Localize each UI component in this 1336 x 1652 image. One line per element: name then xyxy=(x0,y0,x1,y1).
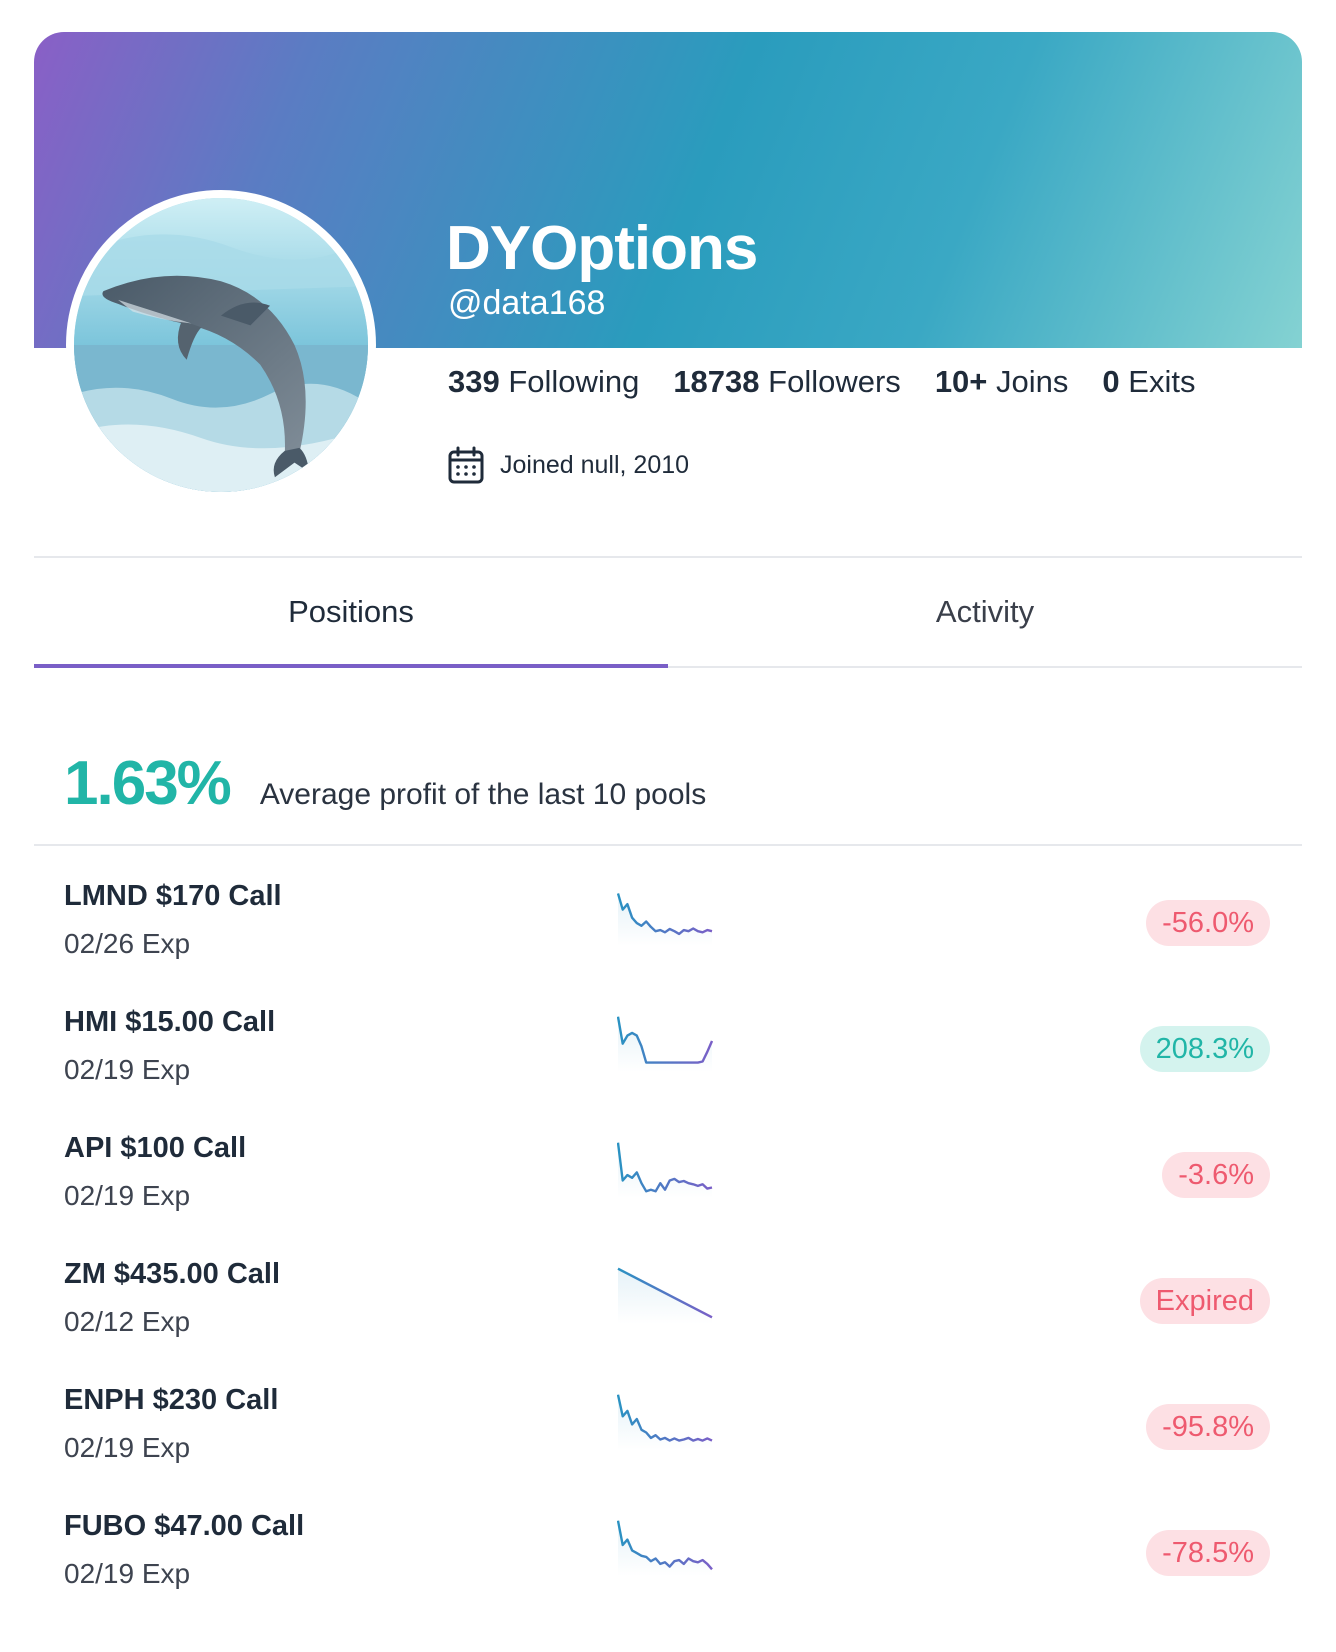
joins-count: 10+ xyxy=(934,364,988,399)
position-row[interactable]: ENPH $230 Call 02/19 Exp -95.8% xyxy=(34,1354,1302,1480)
position-result-badge: Expired xyxy=(1139,1278,1270,1324)
joins-label: Joins xyxy=(996,364,1069,399)
sparkline-area xyxy=(618,1520,712,1576)
position-result-badge: 208.3% xyxy=(1139,1026,1270,1072)
joins-stat[interactable]: 10+ Joins xyxy=(935,364,1069,400)
sparkline-area xyxy=(618,1016,712,1072)
dolphin-avatar-icon xyxy=(74,198,368,492)
position-expiry: 02/19 Exp xyxy=(64,1180,191,1211)
sparkline-area xyxy=(618,893,712,946)
following-count: 339 xyxy=(448,364,500,399)
position-sparkline xyxy=(617,893,713,946)
profile-stats: 339 Following 18738 Followers 10+ Joins … xyxy=(448,364,1195,400)
sparkline-line xyxy=(617,1016,713,1064)
position-expiry: 02/19 Exp xyxy=(64,1054,191,1085)
position-row[interactable]: FUBO $47.00 Call 02/19 Exp -78.5% xyxy=(34,1480,1302,1606)
following-label: Following xyxy=(508,364,640,399)
position-sparkline xyxy=(617,1267,713,1324)
display-name: DYOptions xyxy=(446,214,758,283)
position-title: LMND $170 Call xyxy=(64,880,282,912)
position-row[interactable]: ZM $435.00 Call 02/12 Exp Expired xyxy=(34,1228,1302,1354)
avatar[interactable] xyxy=(66,190,376,500)
position-title: ZM $435.00 Call xyxy=(64,1258,280,1290)
divider xyxy=(34,556,1302,558)
joined-date: Joined null, 2010 xyxy=(448,446,689,484)
position-expiry: 02/12 Exp xyxy=(64,1306,191,1337)
average-profit-label: Average profit of the last 10 pools xyxy=(259,778,707,811)
position-title: FUBO $47.00 Call xyxy=(64,1510,305,1542)
calendar-icon xyxy=(448,446,484,484)
followers-stat[interactable]: 18738 Followers xyxy=(673,364,901,400)
position-sparkline xyxy=(617,1394,713,1450)
sparkline-line xyxy=(617,1520,713,1571)
following-stat[interactable]: 339 Following xyxy=(448,364,639,400)
sparkline-line xyxy=(617,1267,713,1319)
sparkline-area xyxy=(618,1394,712,1450)
position-sparkline xyxy=(617,1016,713,1072)
exits-label: Exits xyxy=(1128,364,1196,399)
position-expiry: 02/26 Exp xyxy=(64,928,191,959)
position-sparkline xyxy=(617,1142,713,1198)
position-row[interactable]: LMND $170 Call 02/26 Exp -56.0% xyxy=(34,850,1302,976)
position-result-badge: -3.6% xyxy=(1162,1152,1270,1198)
sparkline-line xyxy=(617,1394,713,1442)
exits-stat[interactable]: 0 Exits xyxy=(1102,364,1195,400)
position-row[interactable]: API $100 Call 02/19 Exp -3.6% xyxy=(34,1102,1302,1228)
position-result-badge: -78.5% xyxy=(1146,1530,1270,1576)
followers-label: Followers xyxy=(768,364,901,399)
sparkline-line xyxy=(617,893,713,936)
position-title: API $100 Call xyxy=(64,1132,247,1164)
position-expiry: 02/19 Exp xyxy=(64,1558,191,1589)
sparkline-area xyxy=(618,1268,712,1324)
positions-list: LMND $170 Call 02/26 Exp -56.0% HMI $15.00 … xyxy=(34,850,1302,1606)
exits-count: 0 xyxy=(1102,364,1120,399)
position-row[interactable]: HMI $15.00 Call 02/19 Exp 208.3% xyxy=(34,976,1302,1102)
position-title: ENPH $230 Call xyxy=(64,1384,279,1416)
position-result-badge: -56.0% xyxy=(1146,900,1270,946)
followers-count: 18738 xyxy=(673,364,760,399)
sparkline-line xyxy=(617,1142,713,1193)
position-sparkline xyxy=(617,1520,713,1576)
position-expiry: 02/19 Exp xyxy=(64,1432,191,1463)
profit-summary: 1.63% Average profit of the last 10 pool… xyxy=(64,748,706,819)
position-title: HMI $15.00 Call xyxy=(64,1006,276,1038)
user-handle: @data168 xyxy=(448,284,606,322)
tab-positions[interactable]: Positions xyxy=(34,558,668,668)
joined-text: Joined null, 2010 xyxy=(500,450,690,479)
tab-activity[interactable]: Activity xyxy=(935,594,1035,629)
divider xyxy=(34,844,1302,846)
average-profit-value: 1.63% xyxy=(64,749,232,818)
profile-tabs: Positions Activity xyxy=(34,558,1302,668)
position-result-badge: -95.8% xyxy=(1146,1404,1270,1450)
